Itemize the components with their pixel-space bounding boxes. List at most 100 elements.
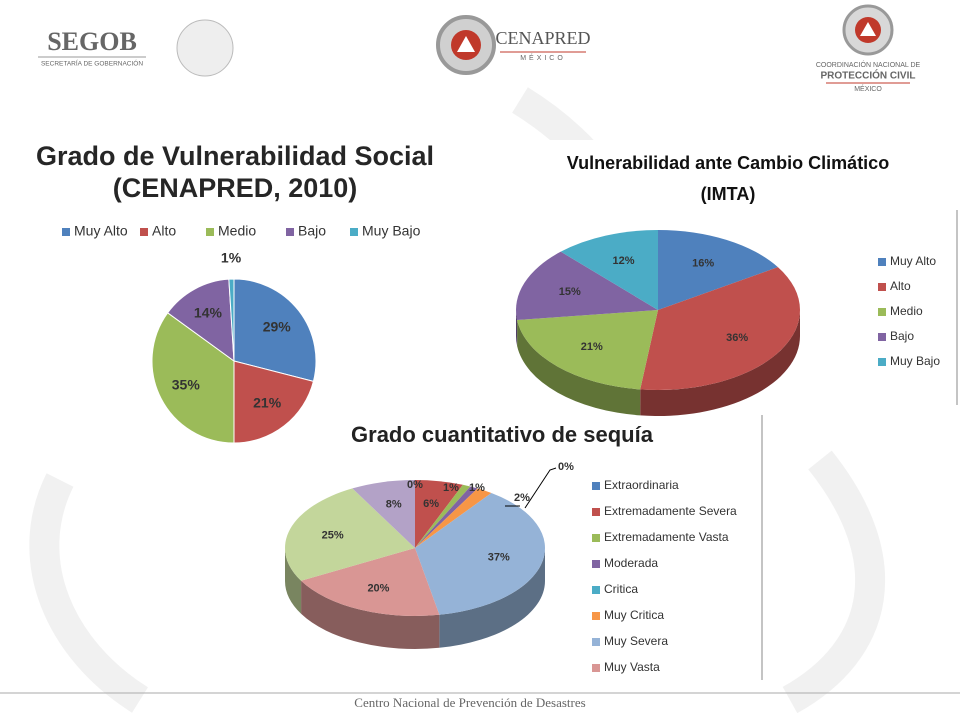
legend-label: Muy Bajo: [890, 354, 940, 368]
data-label: 1%: [443, 482, 459, 494]
footer-text: Centro Nacional de Prevención de Desastr…: [354, 695, 585, 710]
proteccion-civil-logo: COORDINACIÓN NACIONAL DE PROTECCIÓN CIVI…: [816, 4, 921, 93]
data-label: 20%: [367, 583, 389, 595]
pie-slice: [415, 480, 463, 548]
legend-label: Alto: [890, 279, 911, 293]
data-label: 12%: [612, 255, 634, 267]
pie-slice: [301, 548, 440, 616]
pie-slice: [516, 251, 658, 321]
chart-title: Grado cuantitativo de sequía: [351, 422, 654, 447]
pie-slice-side: [301, 580, 440, 649]
data-label: 1%: [221, 249, 242, 265]
pie-slice: [233, 360, 315, 444]
pie-slice: [658, 230, 778, 310]
legend-label: Alto: [152, 223, 176, 239]
legend-swatch: [592, 508, 600, 516]
legend-swatch: [592, 586, 600, 594]
legend-swatch: [140, 228, 148, 236]
emblem-triangle: [860, 22, 876, 36]
pie-slice: [560, 230, 658, 310]
legend-swatch: [878, 283, 886, 291]
legend-swatch: [592, 560, 600, 568]
logo-text: SEGOB: [47, 27, 137, 56]
legend-label: Muy Severa: [604, 634, 668, 648]
pie-slice: [415, 486, 478, 548]
pie-slice: [284, 488, 415, 581]
pie-slice: [166, 278, 235, 363]
data-label: 2%: [514, 492, 530, 504]
data-label: 16%: [692, 258, 714, 270]
data-label: 14%: [194, 304, 223, 320]
seal: [176, 19, 234, 77]
legend-label: Medio: [218, 223, 256, 239]
pie-slice-side: [516, 310, 518, 347]
data-label: 29%: [263, 319, 292, 335]
legend-label: Muy Alto: [74, 223, 128, 239]
legend-label: Moderada: [604, 556, 658, 570]
chart-subtitle: (IMTA): [701, 184, 756, 204]
chart-subtitle: (CENAPRED, 2010): [113, 173, 358, 203]
legend-swatch: [878, 358, 886, 366]
data-label: 36%: [726, 332, 748, 344]
data-label: 37%: [488, 552, 510, 564]
pie-slice: [228, 278, 235, 362]
data-label: 25%: [322, 529, 344, 541]
legend-swatch: [350, 228, 358, 236]
data-label: 15%: [559, 286, 581, 298]
pie-slice: [517, 310, 658, 390]
pie-slice-side: [640, 310, 800, 416]
pie-slice-side: [439, 548, 545, 648]
legend-label: Muy Alto: [890, 254, 936, 268]
legend-swatch: [878, 258, 886, 266]
data-label: 6%: [423, 498, 439, 510]
pie-slice: [640, 267, 801, 390]
legend-label: Muy Bajo: [362, 223, 421, 239]
pie-slice-side: [285, 548, 302, 614]
chart-title: Grado de Vulnerabilidad Social: [36, 141, 434, 171]
legend-label: Muy Critica: [604, 608, 664, 622]
pie-slice: [352, 480, 415, 548]
pie-slice: [151, 312, 235, 444]
legend-swatch: [878, 308, 886, 316]
legend-swatch: [592, 482, 600, 490]
chart-title: Vulnerabilidad ante Cambio Climático: [567, 153, 889, 173]
legend-label: Extremadamente Severa: [604, 504, 737, 518]
logo-subtext: COORDINACIÓN NACIONAL DE: [816, 60, 921, 69]
legend-label: Critica: [604, 582, 638, 596]
pie-slice: [415, 484, 471, 548]
legend-swatch: [592, 638, 600, 646]
legend-swatch: [878, 333, 886, 341]
legend-swatch: [206, 228, 214, 236]
pie-slice: [415, 488, 492, 548]
legend-label: Muy Vasta: [604, 660, 660, 674]
legend-swatch: [592, 664, 600, 672]
pie-slice: [233, 278, 317, 383]
cenapred-logo: CENAPRED MÉXICO: [436, 15, 591, 75]
data-label: 1%: [469, 482, 485, 494]
emblem-triangle: [457, 36, 475, 52]
logo-text: PROTECCIÓN CIVIL: [820, 69, 915, 82]
data-label: 21%: [253, 394, 282, 410]
logo-text: CENAPRED: [495, 28, 590, 48]
legend-swatch: [592, 534, 600, 542]
legend-swatch: [592, 612, 600, 620]
data-label: 8%: [386, 498, 402, 510]
legend-label: Bajo: [298, 223, 326, 239]
pie-slice: [415, 492, 545, 615]
legend-label: Medio: [890, 304, 923, 318]
legend-swatch: [62, 228, 70, 236]
legend-label: Bajo: [890, 329, 914, 343]
logo-subtext: MÉXICO: [854, 84, 882, 93]
leader-line: [524, 467, 557, 509]
logo-subtext: SECRETARÍA DE GOBERNACIÓN: [41, 59, 143, 68]
data-label: 0%: [407, 479, 423, 491]
data-label: 21%: [581, 341, 603, 353]
segob-logo: SEGOB SECRETARÍA DE GOBERNACIÓN: [38, 19, 234, 77]
data-label: 35%: [172, 376, 201, 392]
legend-label: Extremadamente Vasta: [604, 530, 729, 544]
legend-swatch: [286, 228, 294, 236]
data-label: 0%: [558, 461, 574, 473]
legend-label: Extraordinaria: [604, 478, 679, 492]
